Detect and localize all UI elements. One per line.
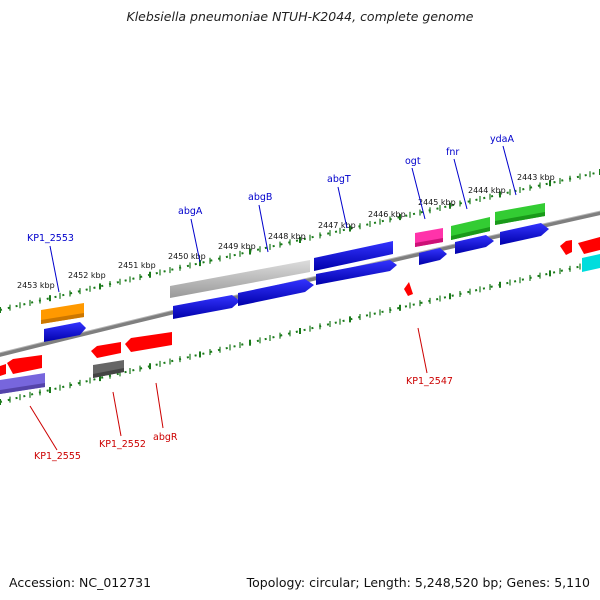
gene-label: abgT [327, 174, 351, 185]
gene-label: abgR [153, 432, 178, 443]
gene-abgT[interactable] [314, 241, 393, 271]
scale-label: 2450 kbp [168, 252, 206, 261]
accession-text: Accession: NC_012731 [9, 575, 152, 590]
gene-label: abgA [178, 206, 203, 217]
gene-cyan[interactable] [582, 254, 600, 272]
gene-label: ogt [405, 156, 421, 167]
scale-label: 2446 kbp [368, 210, 406, 219]
major-ticks [0, 169, 600, 405]
topology-text: Topology: circular; Length: 5,248,520 bp… [246, 575, 590, 590]
outer-tick-track [0, 171, 600, 311]
gene-red-right-2[interactable] [578, 237, 600, 254]
gene-label: fnr [446, 147, 459, 158]
gene-blue-2[interactable] [173, 295, 240, 319]
gene-abgA[interactable] [170, 260, 310, 298]
gene-label: KP1_2555 [34, 451, 81, 462]
reverse-genes [0, 282, 413, 394]
scale-label: 2447 kbp [318, 221, 356, 230]
label-leader-lines [29, 145, 517, 451]
gene-blue-5[interactable] [455, 235, 494, 254]
scale-labels: 2453 kbp 2452 kbp 2451 kbp 2450 kbp 2449… [17, 173, 555, 290]
inner-tick-track [0, 261, 600, 403]
scale-label: 2449 kbp [218, 242, 256, 251]
gene-KP1_2555[interactable] [7, 355, 42, 374]
gene-label: KP1_2552 [99, 439, 146, 450]
gene-blue-4[interactable] [419, 248, 447, 265]
forward-genes [41, 203, 600, 342]
gene-KP1_2547[interactable] [404, 282, 413, 296]
gene-label: abgB [248, 192, 272, 203]
gene-red-left-1[interactable] [0, 364, 6, 376]
scale-label: 2443 kbp [517, 173, 555, 182]
genome-title: Klebsiella pneumoniae NTUH-K2044, comple… [126, 9, 474, 24]
forward-gene-labels: KP1_2553 abgA abgB abgT ogt fnr ydaA [27, 134, 514, 244]
gene-label: ydaA [490, 134, 514, 145]
scale-label: 2445 kbp [418, 198, 456, 207]
scale-label: 2444 kbp [468, 186, 506, 195]
scale-label: 2453 kbp [17, 281, 55, 290]
scale-label: 2451 kbp [118, 261, 156, 270]
scale-label: 2452 kbp [68, 271, 106, 280]
gene-blue-3[interactable] [316, 260, 397, 285]
gene-red-right-1[interactable] [560, 240, 572, 255]
gene-label: KP1_2553 [27, 233, 74, 244]
gene-label: KP1_2547 [406, 376, 453, 387]
scale-label: 2448 kbp [268, 232, 306, 241]
gene-blue-1[interactable] [44, 322, 86, 342]
reverse-gene-labels: KP1_2555 KP1_2552 abgR KP1_2547 [34, 376, 453, 462]
gene-abgB[interactable] [238, 279, 314, 306]
gene-red-small[interactable] [91, 342, 121, 358]
gene-abgR[interactable] [125, 332, 172, 352]
gene-blue-6[interactable] [500, 223, 549, 245]
